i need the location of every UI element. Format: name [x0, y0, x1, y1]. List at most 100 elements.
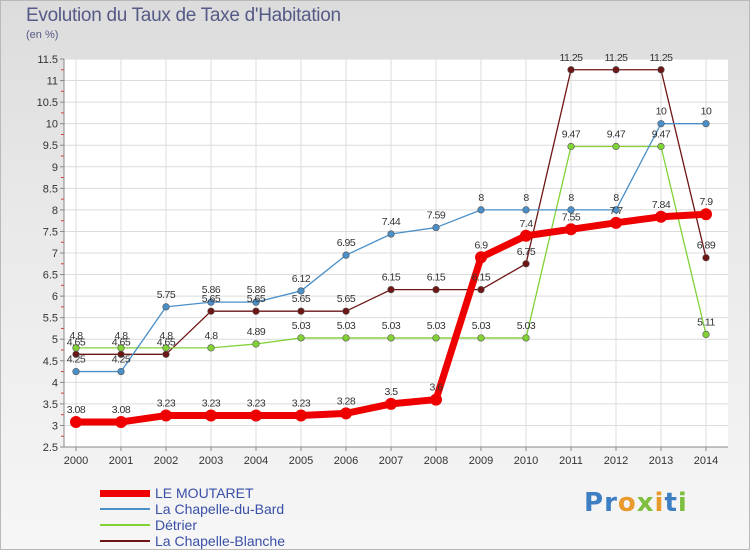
data-point: [522, 334, 530, 342]
chart-title: Evolution du Taux de Taxe d'Habitation: [26, 5, 341, 26]
y-tick-label: 6.5: [43, 270, 58, 282]
data-label: 10: [701, 106, 712, 118]
x-tick-label: 2010: [514, 455, 538, 467]
data-label: 4.25: [67, 354, 86, 366]
data-label: 5.65: [247, 293, 266, 305]
y-tick-label: 3.5: [43, 399, 58, 411]
x-tick-label: 2003: [199, 455, 223, 467]
x-tick-label: 2008: [424, 455, 448, 467]
data-point: [162, 303, 170, 311]
data-label: 7.4: [519, 218, 533, 230]
data-label: 7.7: [609, 205, 623, 217]
data-point: [612, 66, 620, 74]
proxiti-logo: Proxiti: [584, 488, 688, 518]
y-tick-label: 4.5: [43, 356, 58, 368]
data-point: [72, 344, 80, 352]
data-point: [115, 415, 127, 428]
data-label: 8: [523, 192, 529, 204]
data-point: [207, 307, 215, 315]
x-tick-label: 2006: [334, 455, 358, 467]
data-label: 5.75: [157, 289, 176, 301]
data-point: [432, 286, 440, 294]
x-tick-label: 2000: [64, 455, 88, 467]
data-point: [567, 206, 575, 214]
data-label: 6.95: [337, 237, 356, 249]
y-tick-label: 9: [52, 162, 58, 174]
data-point: [657, 142, 665, 151]
x-tick-label: 2002: [154, 455, 178, 467]
data-label: 5.86: [202, 284, 221, 296]
data-point: [387, 230, 395, 238]
legend-swatch: [100, 524, 150, 526]
data-label: 7.44: [382, 216, 401, 228]
y-tick-label: 11: [47, 76, 58, 88]
data-point: [387, 334, 395, 342]
data-point: [297, 334, 305, 342]
x-tick-label: 2005: [289, 455, 313, 467]
data-label: 5.03: [472, 320, 491, 332]
data-point: [522, 206, 530, 214]
data-point: [657, 120, 665, 128]
data-point: [655, 210, 667, 223]
data-label: 4.65: [67, 336, 86, 348]
data-point: [700, 208, 712, 221]
data-point: [252, 340, 260, 348]
data-point: [387, 286, 395, 294]
data-point: [522, 260, 530, 268]
data-label: 3.5: [384, 386, 398, 398]
data-point: [612, 206, 620, 214]
data-point: [117, 367, 125, 376]
x-tick-label: 2012: [604, 455, 628, 467]
data-label: 8: [568, 192, 574, 204]
data-label: 9.47: [562, 129, 581, 141]
data-point: [162, 344, 170, 352]
legend-item: LE MOUTARET: [100, 485, 360, 501]
data-label: 11.25: [650, 52, 674, 64]
data-point: [565, 223, 577, 236]
data-label: 3.23: [202, 398, 221, 410]
data-label: 8: [478, 192, 484, 204]
data-label: 4.65: [157, 336, 176, 348]
data-point: [252, 307, 260, 315]
unit-label: (en %): [26, 29, 59, 41]
data-label: 4.25: [112, 354, 131, 366]
data-point: [252, 298, 260, 306]
data-point: [477, 334, 485, 342]
data-point: [297, 287, 305, 295]
data-label: 5.03: [382, 320, 401, 332]
x-tick-label: 2009: [469, 455, 493, 467]
data-label: 6.89: [697, 240, 716, 252]
data-label: 5.11: [697, 316, 715, 328]
data-label: 6.9: [474, 239, 488, 251]
data-point: [297, 307, 305, 315]
data-point: [207, 344, 215, 352]
data-point: [432, 223, 440, 232]
data-label: 5.03: [337, 320, 356, 332]
y-tick-label: 4: [52, 377, 58, 389]
data-label: 7.59: [427, 210, 446, 222]
data-point: [477, 206, 485, 214]
data-label: 4.8: [69, 330, 83, 342]
legend-label: La Chapelle-du-Bard: [155, 501, 285, 517]
data-point: [117, 344, 125, 352]
data-point: [295, 409, 307, 422]
data-label: 6.12: [292, 273, 311, 285]
data-point: [342, 307, 350, 315]
data-label: 4.8: [159, 330, 173, 342]
data-point: [340, 407, 352, 420]
data-label: 3.23: [247, 398, 266, 410]
legend-item: La Chapelle-Blanche: [100, 533, 360, 549]
data-point: [205, 409, 217, 422]
legend-item: Détrier: [100, 517, 360, 533]
y-tick-label: 10: [46, 119, 58, 131]
data-label: 7.55: [562, 211, 581, 223]
data-label: 11.25: [605, 52, 629, 64]
y-tick-label: 7: [52, 248, 58, 260]
data-point: [162, 350, 170, 358]
data-label: 4.8: [114, 330, 128, 342]
y-tick-label: 5: [52, 334, 58, 346]
legend-label: LE MOUTARET: [155, 485, 254, 501]
legend-label: Détrier: [155, 517, 198, 533]
data-point: [250, 409, 262, 422]
data-point: [702, 330, 710, 339]
